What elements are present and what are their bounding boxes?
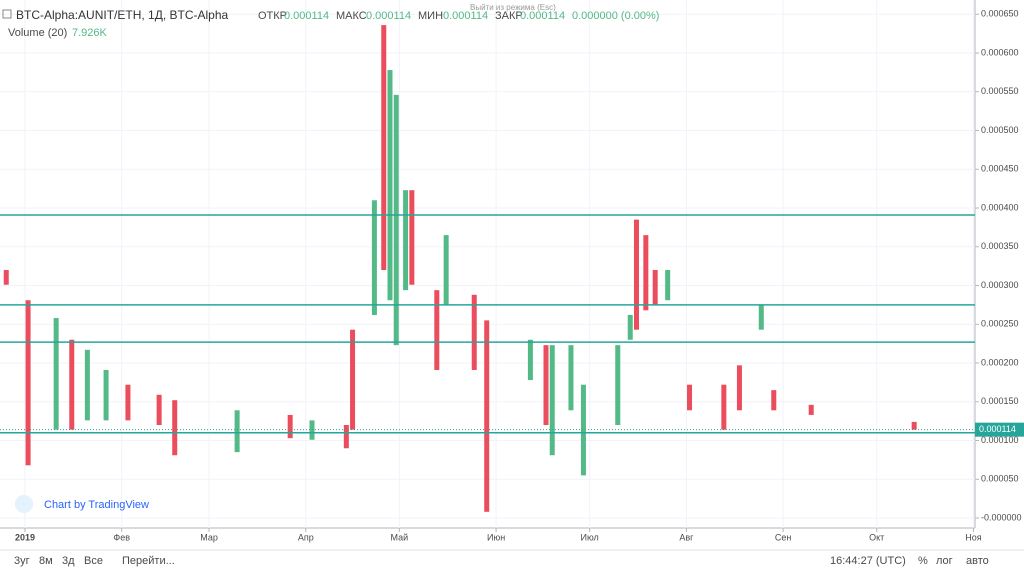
candle [721,384,727,430]
y-tick-label: 0.000550 [981,86,1019,96]
candle [387,70,393,301]
candle [409,190,415,285]
goto-button[interactable]: Перейти... [122,555,175,567]
y-tick-label: 0.000450 [981,164,1019,174]
candle [156,394,162,426]
candle [643,235,649,311]
y-tick-label: 0.000600 [981,47,1019,57]
y-tick-label: 0.000050 [981,474,1019,484]
y-tick-label: 0.000200 [981,357,1019,367]
y-tick-label: 0.000650 [981,9,1019,19]
percent-button[interactable]: % [918,555,928,567]
y-tick-label: 0.000350 [981,241,1019,251]
range-button[interactable]: 8м [39,555,53,567]
x-tick-label: Апр [298,532,314,542]
candle [633,219,639,330]
symbol: BTC-Alpha:AUNIT/ETH, 1Д, BTC-Alpha [16,8,229,22]
candle [687,384,693,411]
volume-label: Volume (20) [8,27,67,39]
x-tick-label: Окт [869,532,884,542]
low-value: 0.000114 [443,10,488,22]
close-label: ЗАКР [495,10,523,22]
x-tick-label: Мар [200,532,218,542]
candle [665,270,671,301]
open-label: ОТКР [258,10,287,22]
y-tick-label: 0.000500 [981,125,1019,135]
x-tick-label: Фев [113,532,130,542]
high-value: 0.000114 [366,10,411,22]
candle [393,94,399,346]
candle [84,349,90,421]
volume-value: 7.926K [72,27,108,39]
candle [568,345,574,411]
x-tick-label: 2019 [15,532,35,542]
candle [808,404,814,415]
branding[interactable]: Chart by TradingView [44,499,149,511]
candle [758,304,764,330]
y-tick-label: -0.000000 [981,512,1022,522]
close-value: 0.000114 [520,10,565,22]
open-value: 0.000114 [284,10,329,22]
y-tick-label: 0.000100 [981,435,1019,445]
range-button[interactable]: Все [84,555,103,567]
exit-hint[interactable]: Выйти из режима (Esc) [470,3,556,12]
y-tick-label: 0.000300 [981,280,1019,290]
range-button[interactable]: 3уг [14,555,30,567]
last-price-badge [975,422,1024,437]
candle [652,270,658,305]
candle [434,290,440,370]
collapse-icon[interactable] [2,9,12,19]
candle [172,400,178,456]
range-button[interactable]: 3д [62,555,75,567]
x-tick-label: Июл [581,532,599,542]
high-label: МАКС [336,10,367,22]
candle [484,320,490,512]
y-tick-label: 0.000400 [981,202,1019,212]
log-button[interactable]: лог [936,555,953,567]
tv-logo[interactable] [15,495,33,513]
candle [911,421,917,430]
candle [549,345,555,456]
x-tick-label: Ноя [965,532,982,542]
change-value: 0.000000 (0.00%) [572,10,659,22]
candle [527,339,533,381]
candle [771,390,777,411]
candle [403,190,409,291]
candle [580,384,586,476]
candle [350,329,356,430]
candle [3,270,9,285]
last-price-label: 0.000114 [979,424,1016,434]
x-tick-label: Авг [679,532,694,542]
x-tick-label: Май [391,532,409,542]
candle [543,345,549,426]
x-tick-label: Сен [775,532,792,542]
candle [287,414,293,439]
candle [371,200,377,315]
candle [736,365,742,411]
clock: 16:44:27 (UTC) [830,555,906,567]
candle [69,339,75,430]
candle [53,318,59,430]
y-tick-label: 0.000150 [981,396,1019,406]
candle [25,300,31,466]
candle [443,235,449,305]
candle [615,345,621,426]
candle [471,294,477,370]
candle [125,384,131,421]
candle [103,369,109,421]
candle [234,410,240,453]
y-tick-label: 0.000250 [981,319,1019,329]
candle [627,314,633,340]
x-tick-label: Июн [487,532,505,542]
auto-button[interactable]: авто [966,555,989,567]
candle [343,425,349,449]
candle [381,25,387,271]
low-label: МИН [418,10,443,22]
